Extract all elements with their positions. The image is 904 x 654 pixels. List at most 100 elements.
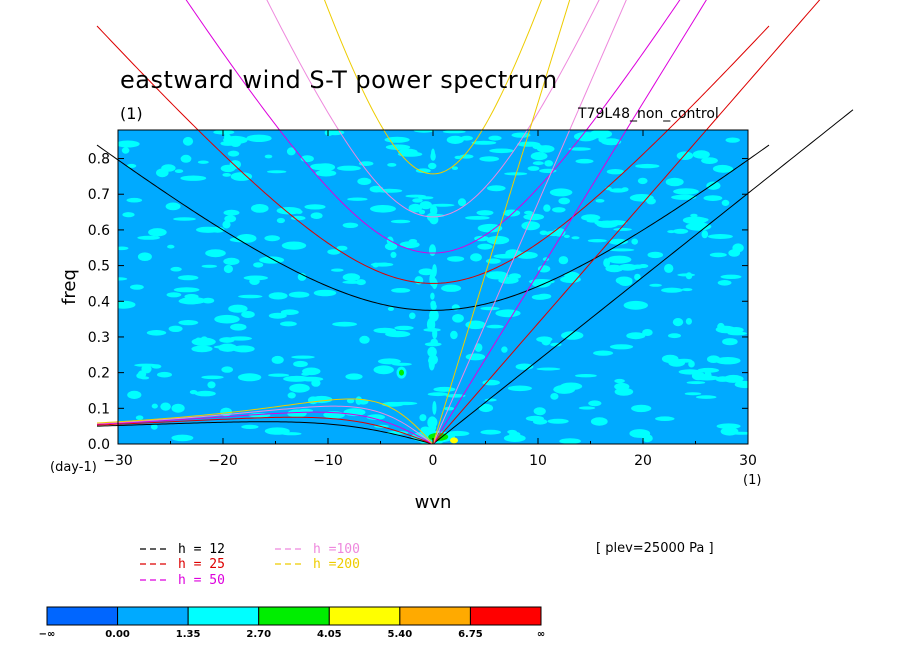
spectrum-patch [725, 137, 740, 143]
spectrum-patch [478, 403, 494, 413]
spectrum-patch [293, 360, 308, 368]
spectrum-patch [150, 423, 158, 430]
spectrum-patch [430, 300, 437, 308]
spectrum-patch [575, 158, 594, 164]
spectrum-patch [291, 355, 315, 359]
spectrum-patch [281, 432, 302, 436]
spectrum-patch [537, 265, 551, 273]
spectrum-patch [291, 215, 306, 221]
colorbar-segment [187, 606, 260, 626]
spectrum-patch [517, 141, 541, 147]
spectrum-patch [394, 325, 414, 331]
spectrum-patch [596, 220, 619, 228]
spectrum-patch [201, 297, 215, 304]
spectrum-patch [734, 380, 748, 389]
rossby-curve-h50 [96, 411, 434, 445]
spectrum-patch [118, 300, 136, 309]
spectrum-patch [681, 288, 693, 292]
spectrum-patch [488, 135, 502, 141]
spectrum-patch [286, 147, 296, 156]
spectrum-patch [703, 195, 723, 202]
inertia-gravity-curve-h25 [96, 25, 770, 284]
inertia-gravity-curve-h200 [323, 0, 543, 175]
spectrum-patch [707, 234, 733, 239]
spectrum-patch [304, 204, 326, 210]
spectrum-patch [432, 418, 438, 427]
spectrum-patch [428, 356, 435, 371]
spectrum-peak [399, 369, 404, 376]
spectrum-patch [571, 236, 580, 240]
spectrum-patch [605, 264, 624, 273]
spectrum-patch [692, 150, 710, 159]
spectrum-patch [477, 223, 503, 233]
y-tick-label: 0.7 [88, 187, 110, 203]
spectrum-patch [552, 207, 566, 213]
spectrum-patch [601, 138, 622, 146]
spectrum-patch [642, 329, 653, 336]
spectrum-patch [177, 275, 199, 281]
spectrum-patch [486, 271, 509, 280]
spectrum-patch [137, 235, 161, 240]
spectrum-patch [160, 402, 171, 411]
spectrum-patch [281, 241, 307, 250]
spectrum-patch [387, 163, 397, 167]
spectrum-patch [430, 203, 455, 207]
spectrum-patch [444, 406, 455, 411]
spectrum-patch [432, 401, 437, 415]
spectrum-patch [229, 160, 241, 169]
spectrum-patch [530, 152, 548, 161]
inertia-gravity-curve-h100 [266, 0, 600, 218]
spectrum-patch [161, 164, 176, 172]
spectrum-patch [470, 253, 482, 262]
spectrum-patch [524, 210, 533, 215]
spectrum-patch [137, 252, 152, 261]
spectrum-patch [332, 321, 357, 327]
spectrum-patch [359, 335, 370, 344]
spectrum-patch [324, 130, 334, 136]
spectrum-patch [366, 414, 386, 420]
spectrum-patch [213, 130, 235, 135]
spectrum-patch [200, 336, 209, 345]
spectrum-patch [121, 147, 130, 154]
spectrum-patch [201, 375, 224, 380]
spectrum-patch [432, 328, 438, 340]
colorbar-segment [328, 606, 401, 626]
spectrum-patch [230, 172, 253, 181]
colorbar: −∞ 0.00 1.35 2.70 4.05 5.40 6.75 ∞ [39, 606, 545, 640]
y-tick-label: 0.4 [88, 294, 110, 310]
spectrum-patch [465, 216, 490, 220]
spectrum-patch [665, 177, 684, 187]
spectrum-patch [701, 157, 718, 165]
spectrum-patch [180, 175, 207, 181]
spectrum-patch [534, 408, 546, 416]
colorbar-label: 2.70 [246, 629, 271, 640]
spectrum-patch [430, 205, 438, 216]
spectrum-patch [550, 393, 559, 400]
rossby-curve-h25 [96, 416, 434, 445]
spectrum-patch [489, 148, 514, 154]
spectrum-patch [280, 309, 299, 316]
spectrum-patch [707, 355, 721, 364]
spectrum-patch [521, 221, 540, 231]
spectrum-patch [195, 337, 202, 345]
spectrum-patch [384, 242, 398, 251]
spectrum-patch [178, 320, 199, 326]
y-tick-label: 0.5 [88, 259, 110, 275]
spectrum-patch [236, 234, 257, 243]
spectrum-patch [668, 333, 681, 339]
spectrum-patch [390, 219, 411, 224]
spectrum-patch [655, 416, 675, 422]
spectrum-patch [507, 429, 517, 434]
spectrum-patch [173, 217, 196, 221]
spectrum-patch [454, 155, 462, 160]
spectrum-patch [430, 292, 435, 300]
spectrum-patch [427, 392, 449, 397]
spectrum-patch [465, 353, 486, 361]
spectrum-patch [723, 374, 744, 383]
spectrum-patch [184, 294, 199, 299]
spectrum-patch [523, 213, 545, 221]
spectrum-patch [188, 297, 198, 304]
spectrum-patch [372, 262, 379, 268]
spectrum-patch [701, 230, 709, 239]
y-tick-label: 0.3 [88, 330, 110, 346]
